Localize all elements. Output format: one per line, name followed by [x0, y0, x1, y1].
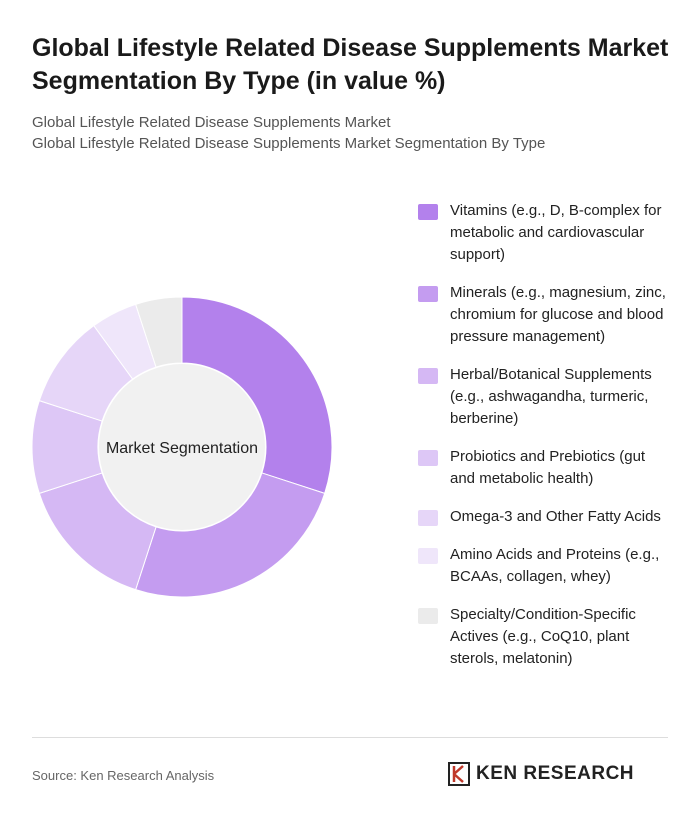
logo-text: KEN RESEARCH — [476, 763, 635, 784]
legend-swatch — [418, 368, 438, 384]
subtitle: Global Lifestyle Related Disease Supplem… — [32, 135, 546, 152]
logo-icon — [448, 762, 470, 786]
legend-item: Omega-3 and Other Fatty Acids — [418, 506, 668, 528]
divider — [32, 737, 668, 738]
legend-item: Herbal/Botanical Supplements (e.g., ashw… — [418, 364, 668, 430]
legend-item: Specialty/Condition-Specific Actives (e.… — [418, 604, 668, 670]
legend: Vitamins (e.g., D, B-complex for metabol… — [418, 200, 668, 686]
legend-swatch — [418, 286, 438, 302]
legend-item: Probiotics and Prebiotics (gut and metab… — [418, 446, 668, 490]
chart: Market Segmentation — [31, 296, 333, 598]
legend-swatch — [418, 548, 438, 564]
donut-slice — [135, 472, 326, 598]
legend-label: Amino Acids and Proteins (e.g., BCAAs, c… — [450, 546, 660, 585]
legend-label: Vitamins (e.g., D, B-complex for metabol… — [450, 202, 662, 263]
legend-item: Amino Acids and Proteins (e.g., BCAAs, c… — [418, 544, 668, 588]
legend-swatch — [418, 510, 438, 526]
legend-swatch — [418, 608, 438, 624]
legend-swatch — [418, 204, 438, 220]
donut-slice — [181, 296, 333, 494]
legend-item: Minerals (e.g., magnesium, zinc, chromiu… — [418, 282, 668, 348]
logo: KEN RESEARCH — [448, 762, 634, 786]
donut-hole — [99, 364, 265, 530]
legend-swatch — [418, 450, 438, 466]
legend-item: Vitamins (e.g., D, B-complex for metabol… — [418, 200, 668, 266]
center-label: Market Segmentation — [106, 440, 258, 457]
legend-label: Herbal/Botanical Supplements (e.g., ashw… — [450, 366, 652, 427]
legend-label: Specialty/Condition-Specific Actives (e.… — [450, 606, 636, 667]
donut-slice — [135, 296, 183, 368]
legend-label: Omega-3 and Other Fatty Acids — [450, 508, 661, 525]
title: Global Lifestyle Related Disease Supplem… — [32, 34, 669, 95]
subtitle: Global Lifestyle Related Disease Supplem… — [32, 114, 391, 131]
legend-label: Minerals (e.g., magnesium, zinc, chromiu… — [450, 284, 666, 345]
legend-label: Probiotics and Prebiotics (gut and metab… — [450, 448, 646, 487]
source: Source: Ken Research Analysis — [32, 768, 215, 783]
